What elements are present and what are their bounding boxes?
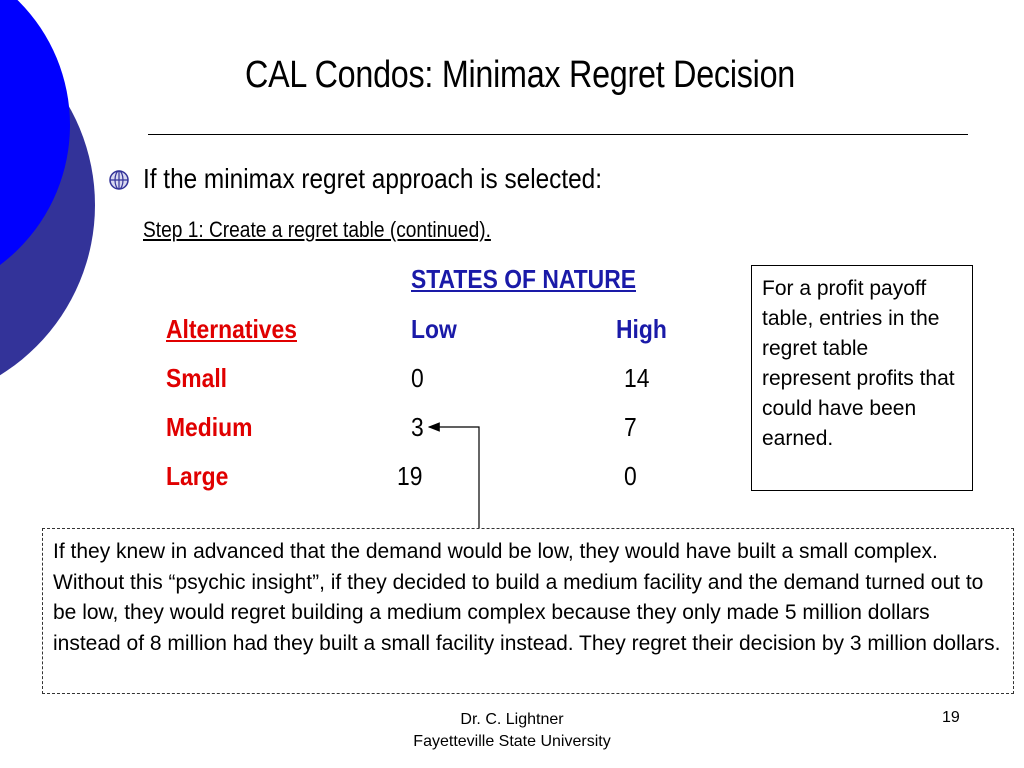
row-label-large: Large xyxy=(166,461,229,491)
globe-bullet-icon xyxy=(109,170,129,190)
cell-medium-high: 7 xyxy=(624,412,637,442)
bright-blue-circle xyxy=(0,0,70,265)
cell-large-high: 0 xyxy=(624,461,637,491)
footer-institution: Fayetteville State University xyxy=(413,733,611,750)
alternatives-header: Alternatives xyxy=(166,314,297,344)
slide-title: CAL Condos: Minimax Regret Decision xyxy=(245,54,795,96)
step-heading: Step 1: Create a regret table (continued… xyxy=(143,217,491,242)
states-of-nature-header: STATES OF NATURE xyxy=(411,264,636,294)
page-number: 19 xyxy=(942,709,960,726)
cell-medium-low: 3 xyxy=(411,412,424,442)
footer-author: Dr. C. Lightner xyxy=(460,711,564,728)
row-label-medium: Medium xyxy=(166,412,253,442)
footer-credit: Dr. C. Lightner Fayetteville State Unive… xyxy=(362,709,662,753)
column-header-high: High xyxy=(616,314,667,344)
column-header-low: Low xyxy=(411,314,457,344)
cell-small-low: 0 xyxy=(411,363,424,393)
profit-note-callout: For a profit payoff table, entries in th… xyxy=(751,265,973,491)
row-label-small: Small xyxy=(166,363,228,393)
explanation-callout: If they knew in advanced that the demand… xyxy=(42,528,1014,694)
cell-small-high: 14 xyxy=(624,363,650,393)
bullet-text: If the minimax regret approach is select… xyxy=(143,163,603,194)
decorative-circles xyxy=(0,0,95,376)
cell-large-low: 19 xyxy=(397,461,423,491)
title-divider xyxy=(148,134,968,135)
